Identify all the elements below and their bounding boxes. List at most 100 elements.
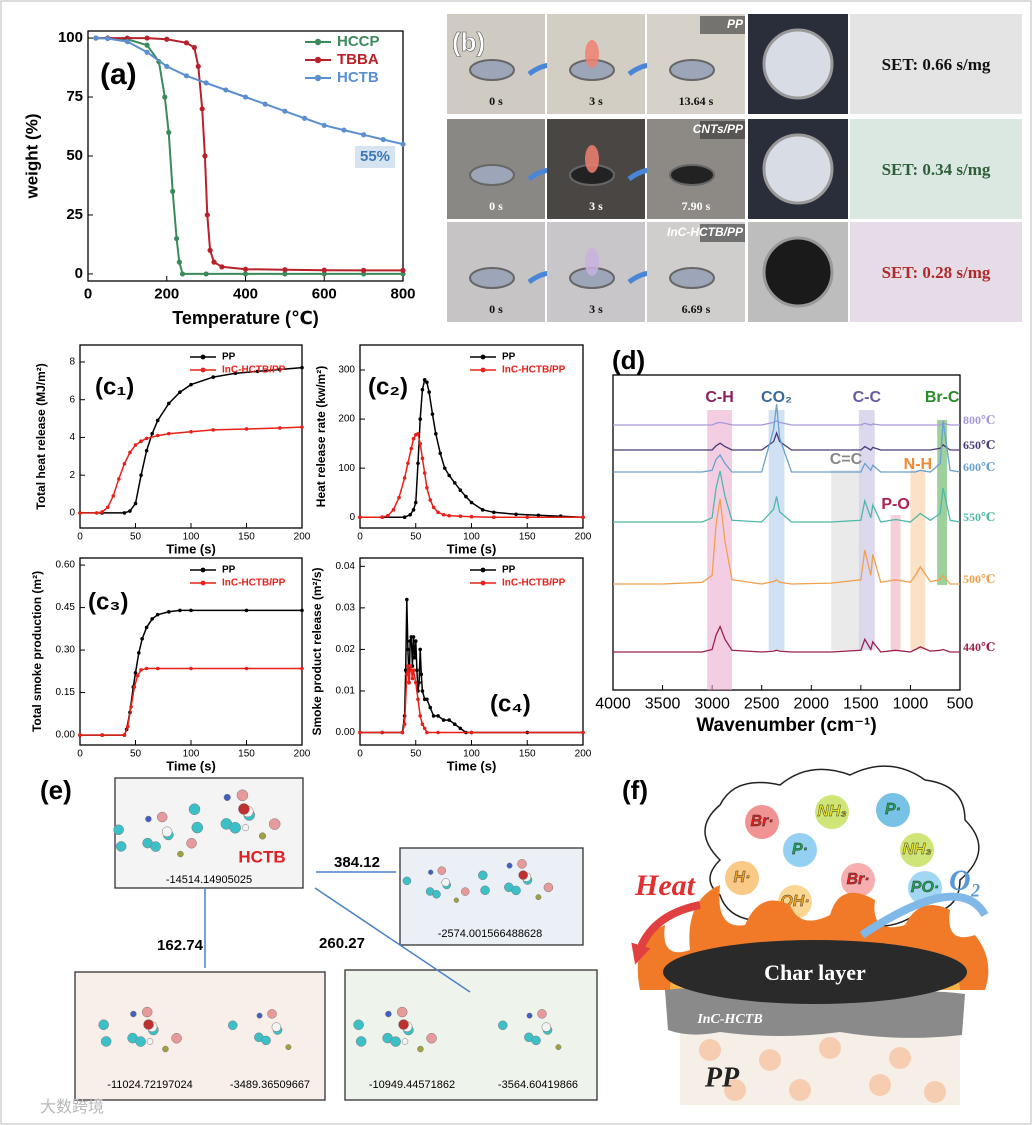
y-tick-label: 300: [338, 365, 355, 376]
atom: [402, 876, 412, 886]
data-point: [407, 680, 411, 685]
x-axis-label: Time (s): [166, 541, 216, 556]
x-tick-label: 200: [575, 532, 592, 543]
atom: [161, 826, 173, 838]
y-tick-label: 0.03: [336, 603, 356, 614]
data-point: [189, 429, 193, 434]
data-point: [173, 235, 180, 242]
data-point: [425, 730, 429, 735]
x-tick-label: 150: [519, 749, 536, 760]
data-point: [514, 512, 518, 517]
radical: NH₃: [817, 803, 846, 820]
legend-marker: [200, 580, 206, 586]
spectrum: [613, 431, 960, 451]
band: [890, 515, 901, 650]
data-point: [100, 733, 104, 737]
data-point: [164, 36, 170, 42]
data-point: [418, 441, 423, 446]
additive-layer: [665, 988, 965, 1038]
data-point: [408, 639, 412, 643]
y-tick-label: 100: [338, 463, 355, 474]
oxygen-label: O₂: [949, 864, 981, 897]
data-point: [411, 668, 416, 672]
data-point: [581, 730, 585, 735]
y-tick-label: 50: [66, 147, 83, 164]
energy-barrier: 260.27: [319, 935, 365, 952]
particle: [699, 1039, 721, 1061]
radical: NH₃: [902, 841, 931, 858]
data-point: [242, 266, 249, 272]
data-point: [189, 608, 193, 613]
time-label: 3 s: [589, 302, 603, 316]
x-tick-label: 3000: [694, 696, 730, 713]
data-point: [262, 101, 268, 107]
atom: [441, 878, 450, 887]
data-point: [139, 473, 143, 477]
energy: -3564.60419866: [498, 1079, 578, 1091]
legend-label: PP: [502, 352, 516, 363]
data-point: [361, 132, 367, 138]
spectrum: [613, 624, 960, 653]
data-point: [155, 433, 160, 438]
particle: [889, 1047, 911, 1069]
data-point: [132, 685, 137, 689]
y-tick-label: 0.04: [336, 561, 356, 572]
set-label: SET: 0.66 s/mg: [882, 55, 991, 74]
data-point: [380, 136, 386, 143]
radical: H·: [734, 869, 751, 886]
additive-label: InC-HCTB: [696, 1012, 762, 1027]
radical-bubble: [725, 861, 759, 895]
data-point: [458, 726, 463, 731]
data-point: [321, 271, 327, 277]
atom: [353, 1019, 364, 1031]
time-label: 0 s: [489, 199, 503, 213]
data-point: [137, 651, 141, 655]
x-axis-label: Time (s): [447, 758, 497, 773]
particle: [924, 1081, 946, 1103]
y-axis-label: Heat release rate (kw/m²): [314, 366, 328, 507]
radical: P·: [885, 801, 901, 818]
data-point: [447, 473, 452, 478]
data-point: [183, 73, 190, 79]
atom: [146, 1038, 154, 1045]
y-tick-label: 0: [69, 508, 75, 519]
y-tick-label: 0.02: [336, 644, 356, 655]
x-tick-label: 200: [294, 532, 311, 543]
radical-bubble: [815, 795, 849, 829]
data-point: [427, 390, 431, 394]
data-point: [122, 733, 127, 737]
data-point: [341, 127, 347, 133]
atom: [241, 824, 250, 832]
legend-label: InC-HCTB/PP: [222, 365, 286, 376]
atom: [100, 1036, 112, 1047]
particle: [869, 1074, 891, 1096]
atom: [511, 885, 521, 896]
energy: -2574.001566488628: [438, 928, 543, 940]
data-point: [219, 264, 225, 270]
band: [831, 470, 861, 650]
data-point: [144, 448, 149, 453]
legend-label: PP: [222, 565, 236, 576]
residue: [762, 28, 834, 100]
x-tick-label: 1000: [893, 696, 929, 713]
reaction-arrow: [314, 887, 471, 993]
data-point: [117, 477, 121, 481]
data-point: [436, 510, 440, 515]
data-point: [155, 418, 160, 423]
atom: [228, 1020, 238, 1031]
legend-marker: [200, 354, 206, 360]
data-point: [150, 617, 154, 621]
flame: [585, 40, 599, 68]
data-point: [361, 267, 367, 273]
data-point: [425, 485, 429, 490]
data-point: [405, 597, 409, 602]
data-point: [386, 513, 390, 518]
data-point: [416, 697, 420, 702]
panel-label: (c₁): [95, 373, 134, 400]
data-point: [140, 636, 144, 641]
data-point: [150, 431, 154, 436]
data-point: [189, 382, 193, 387]
data-point: [139, 668, 143, 672]
radical: P·: [792, 841, 808, 858]
atom: [115, 841, 127, 852]
